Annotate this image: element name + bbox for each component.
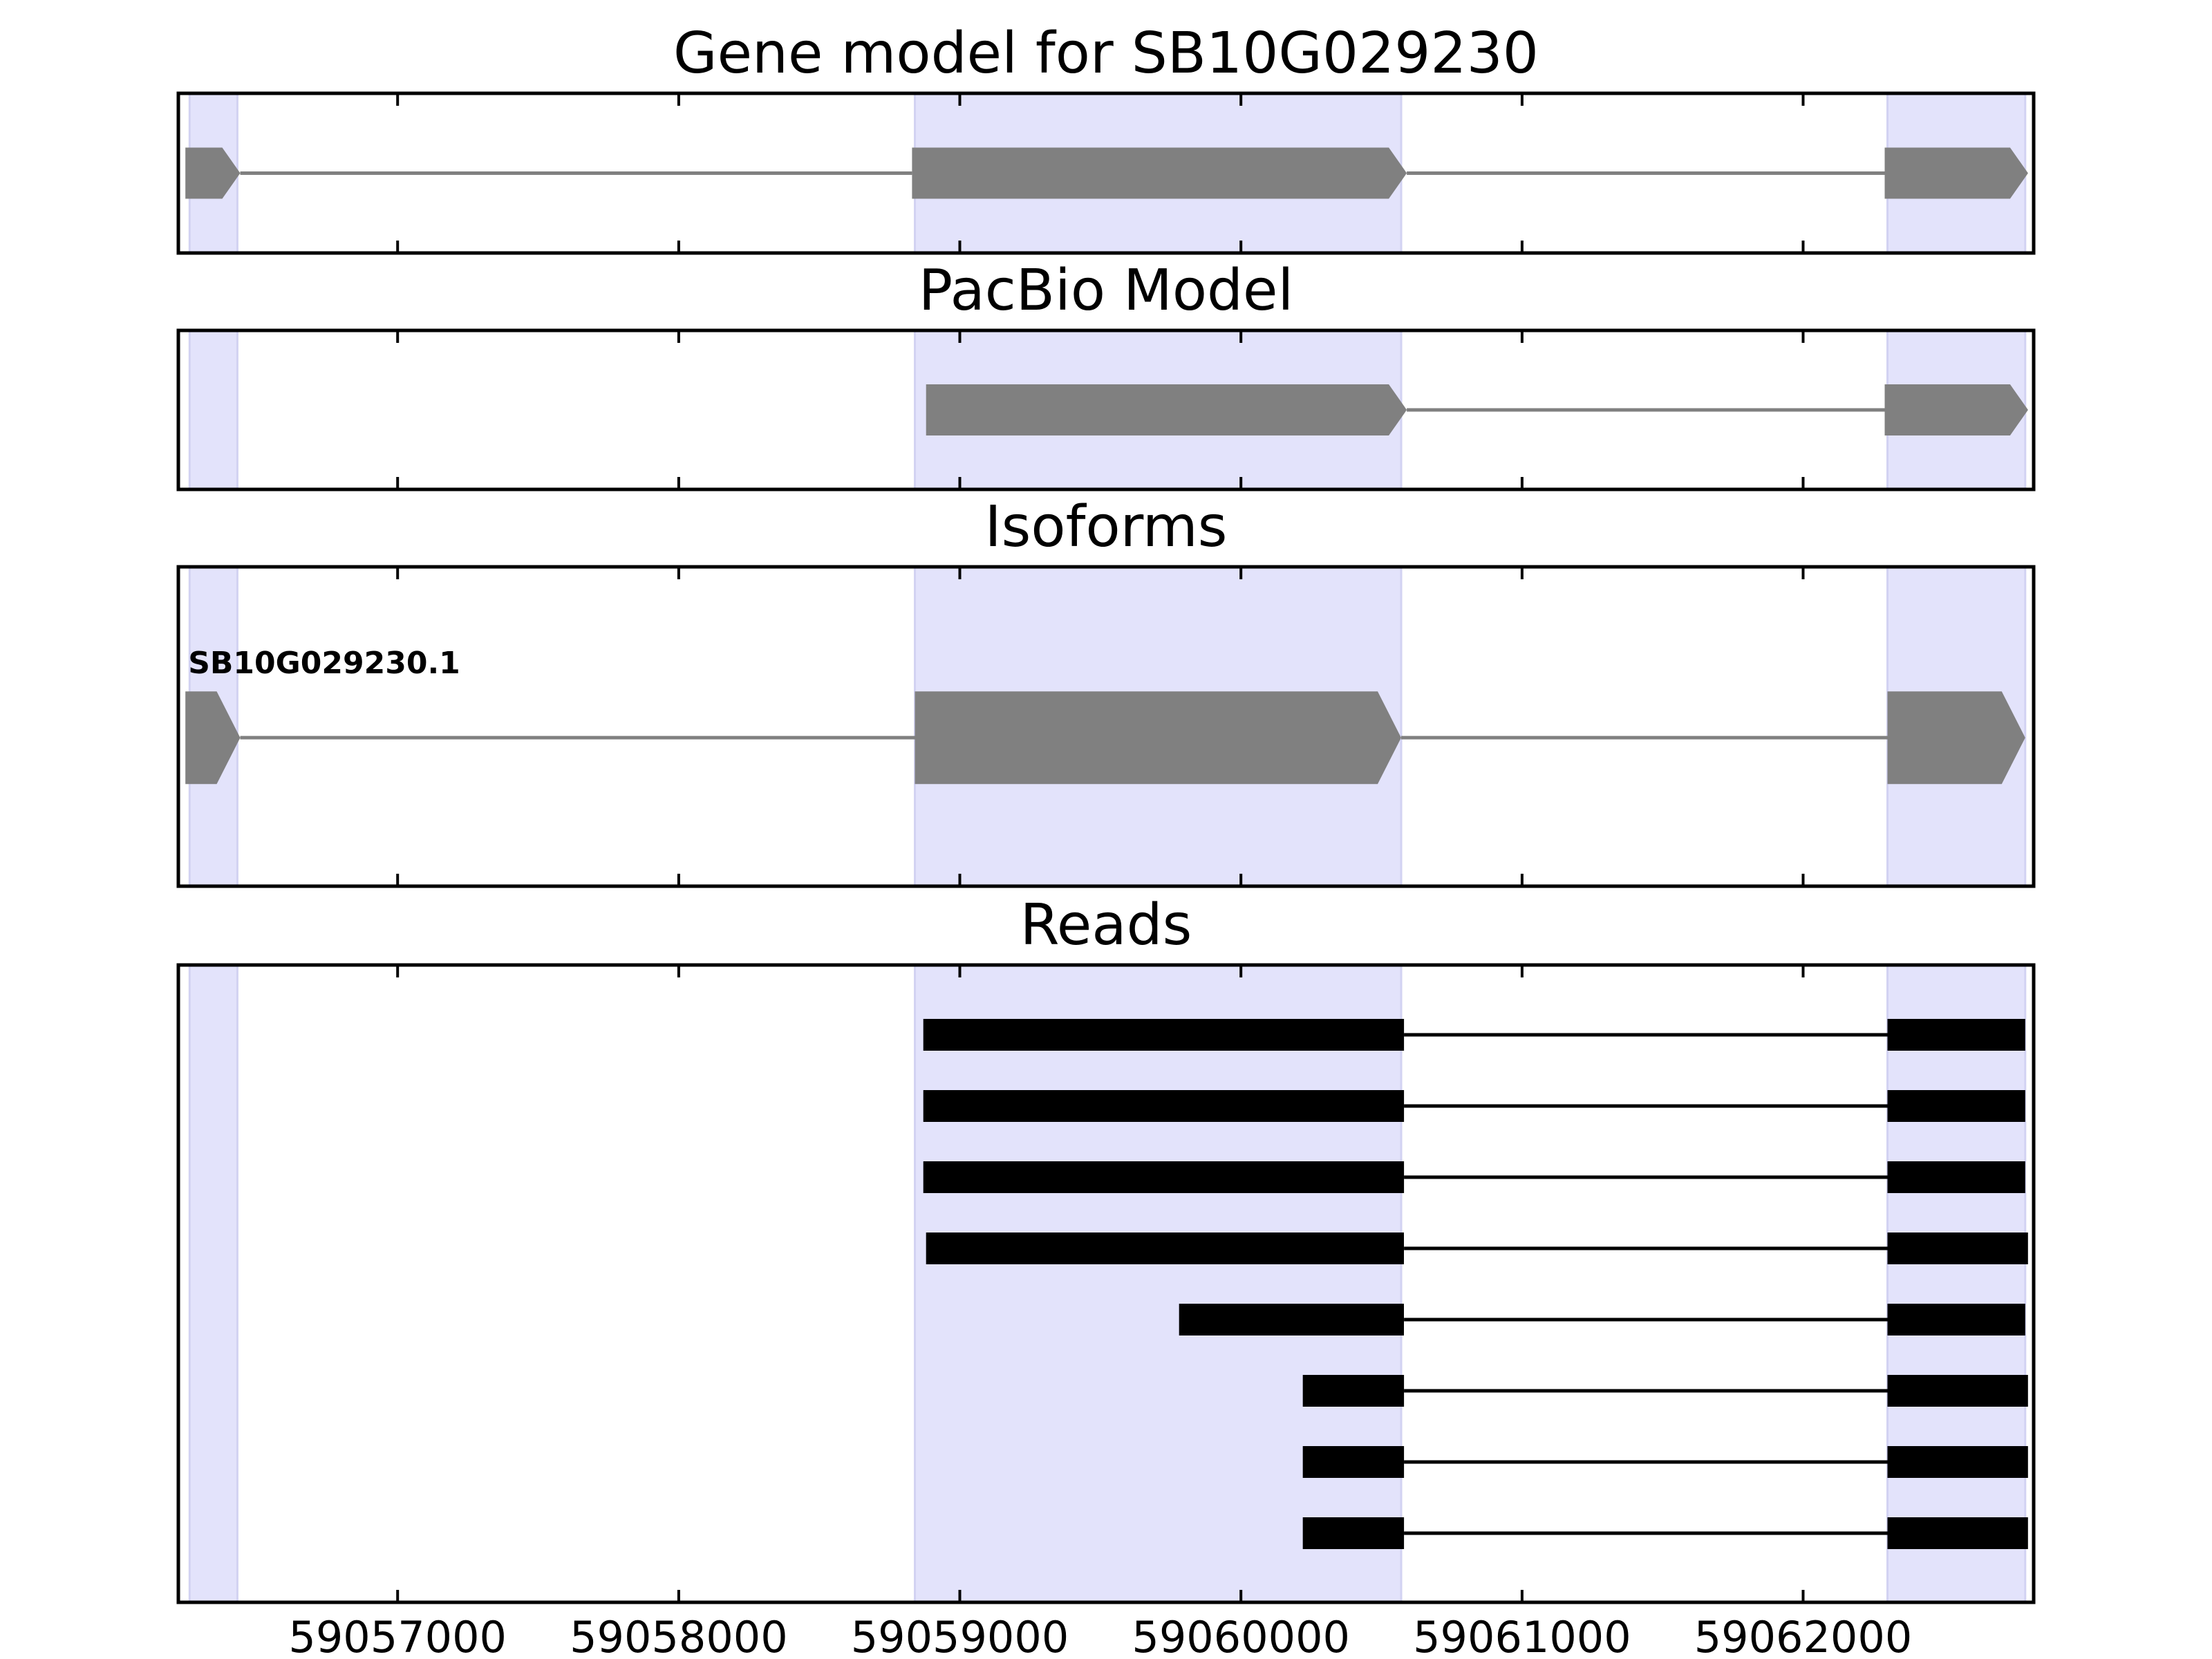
read-block <box>923 1090 1405 1122</box>
highlight-region <box>914 964 1403 1604</box>
exon-arrow <box>915 691 1401 785</box>
panel-frame <box>176 963 2036 1604</box>
read-block <box>1302 1375 1405 1407</box>
read-block <box>1887 1375 2028 1407</box>
x-tick-label: 59060000 <box>1132 1612 1350 1659</box>
read-block <box>1302 1517 1405 1549</box>
read-block <box>923 1161 1405 1193</box>
read-block <box>1302 1446 1405 1478</box>
panel-frame <box>176 565 2036 888</box>
highlight-region <box>1886 964 2027 1604</box>
read-block <box>1179 1304 1404 1335</box>
read-block <box>1887 1019 2025 1051</box>
feature-layer <box>185 147 2028 1549</box>
highlight-region <box>188 964 238 1604</box>
frame-layer <box>176 91 2036 1604</box>
read-block <box>923 1019 1405 1051</box>
x-tick-label: 59059000 <box>851 1612 1069 1659</box>
read-block <box>1887 1304 2025 1335</box>
exon-arrow <box>1884 384 2028 435</box>
read-block <box>1887 1517 2028 1549</box>
panel-frame <box>176 91 2036 255</box>
text-layer: Gene model for SB10G029230 PacBio Model SB… <box>188 21 1912 1659</box>
exon-arrow <box>1887 691 2025 785</box>
panel-frame <box>176 328 2036 491</box>
exon-arrow <box>926 384 1407 435</box>
panel-title: Gene model for SB10G029230 <box>673 21 1539 86</box>
exon-arrow <box>185 147 241 199</box>
read-block <box>1887 1232 2028 1264</box>
panel-title: Isoforms <box>985 494 1228 560</box>
x-tick-label: 59061000 <box>1413 1612 1631 1659</box>
read-block <box>1887 1090 2025 1122</box>
exon-arrow <box>912 147 1407 199</box>
exon-arrow <box>185 691 241 785</box>
highlight-region <box>188 329 238 491</box>
panel-title: PacBio Model <box>919 258 1294 324</box>
exon-arrow <box>1884 147 2028 199</box>
read-block <box>1887 1161 2025 1193</box>
x-tick-label: 59062000 <box>1694 1612 1913 1659</box>
read-block <box>1887 1446 2028 1478</box>
isoform-label: SB10G029230.1 <box>188 646 460 681</box>
x-tick-label: 59058000 <box>570 1612 788 1659</box>
read-block <box>926 1232 1404 1264</box>
panel-title: Reads <box>1020 892 1192 958</box>
x-tick-label: 59057000 <box>288 1612 507 1659</box>
